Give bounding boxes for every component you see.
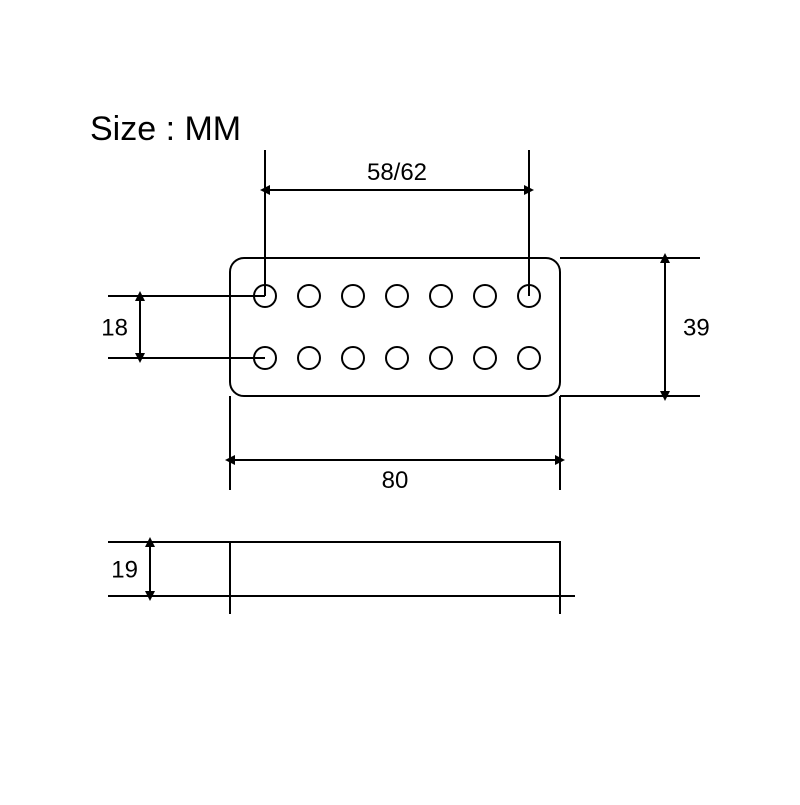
dimension-label: 58/62 — [367, 159, 427, 186]
pole-hole — [474, 285, 496, 307]
pole-hole — [430, 347, 452, 369]
pole-hole — [342, 285, 364, 307]
dimension-drawing: Size : MM 58/62 18 39 80 19 — [0, 0, 800, 800]
pickup-side-outline — [230, 542, 560, 614]
pickup-top-outline — [230, 258, 560, 396]
title-label: Size : MM — [90, 110, 241, 148]
dimension-label: 18 — [101, 314, 128, 341]
pole-hole — [298, 347, 320, 369]
pole-hole — [342, 347, 364, 369]
dimension-label: 19 — [111, 556, 138, 583]
pole-hole — [430, 285, 452, 307]
pole-hole — [386, 285, 408, 307]
pole-hole — [386, 347, 408, 369]
pole-hole — [518, 347, 540, 369]
pole-hole — [474, 347, 496, 369]
pole-hole — [298, 285, 320, 307]
dimension-label: 80 — [382, 467, 409, 494]
dimension-label: 39 — [683, 314, 710, 341]
